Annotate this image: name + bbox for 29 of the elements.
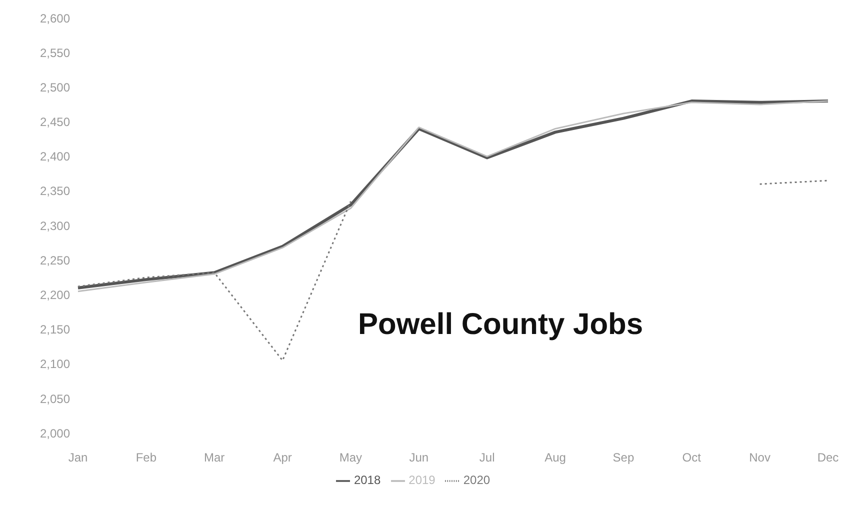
y-tick-label: 2,200 [40,288,70,302]
x-tick-label: Sep [612,450,634,465]
x-tick-label: Oct [682,450,702,465]
text: Powell County Jobs [358,308,644,342]
x-tick-label: Feb [136,450,157,465]
x-tick-label: Jul [479,450,495,465]
y-tick-label: 2,600 [40,11,70,26]
y-tick-label: 2,000 [40,426,70,440]
y-tick-label: 2,300 [40,218,70,233]
y-tick-label: 2,250 [40,253,70,268]
x-tick-label: Jan [68,450,88,465]
y-tick-label: 2,500 [40,80,70,94]
x-tick-label: Dec [817,450,839,465]
y-tick-label: 2,100 [40,357,70,372]
y-tick-label: 2,150 [40,322,70,337]
x-tick-label: Aug [544,450,566,465]
x-tick-label: Nov [749,450,770,465]
y-tick-label: 2,450 [40,115,70,130]
legend-label: 2020 [463,473,490,488]
x-tick-label: Apr [273,450,292,465]
legend-label: 2018 [354,473,381,488]
y-tick-label: 2,050 [40,392,70,406]
y-tick-label: 2,350 [40,184,70,198]
x-tick-label: May [339,450,362,465]
x-tick-label: Jun [409,450,429,465]
legend-label: 2019 [408,473,436,488]
y-tick-label: 2,550 [40,46,70,60]
x-tick-label: Mar [204,450,225,465]
y-tick-label: 2,400 [40,150,70,164]
